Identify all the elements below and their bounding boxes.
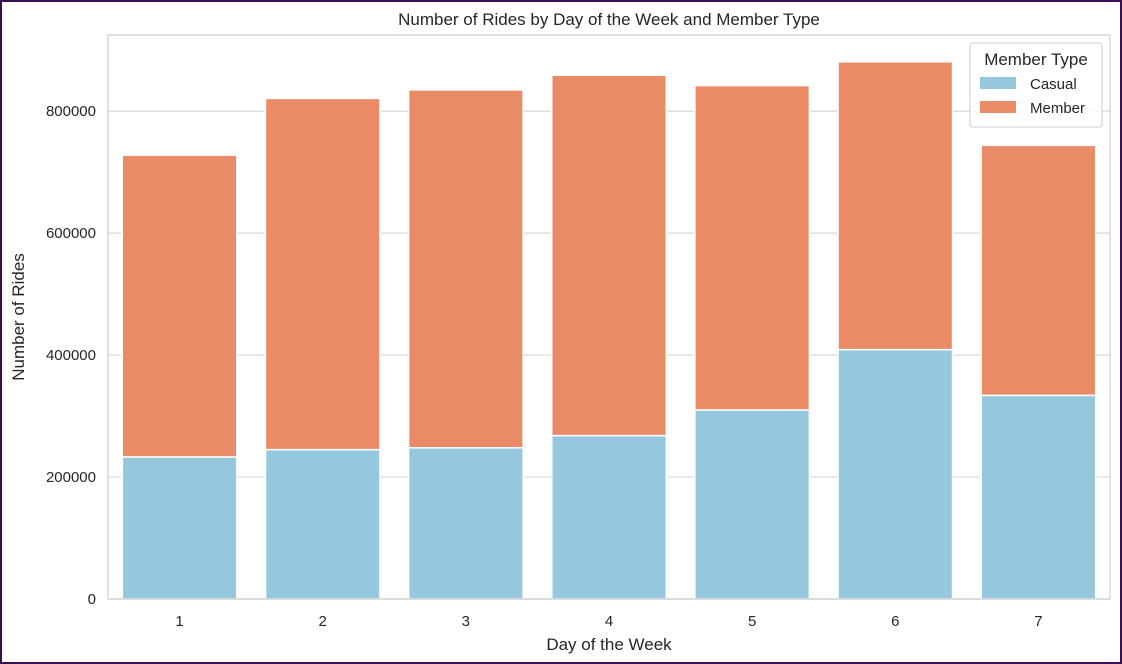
bars bbox=[121, 61, 1097, 600]
y-axis-label: Number of Rides bbox=[9, 253, 28, 381]
legend-label-member: Member bbox=[1030, 100, 1085, 117]
y-axis-ticks: 0 200000 400000 600000 800000 bbox=[46, 103, 96, 608]
x-tick-label: 1 bbox=[175, 613, 183, 630]
x-tick-label: 6 bbox=[891, 613, 899, 630]
x-tick-label: 4 bbox=[605, 613, 613, 630]
chart-title: Number of Rides by Day of the Week and M… bbox=[398, 10, 820, 29]
y-tick-label: 800000 bbox=[46, 103, 96, 120]
y-tick-label: 0 bbox=[88, 591, 96, 608]
bar-casual-day-6 bbox=[837, 348, 954, 600]
y-tick-label: 200000 bbox=[46, 469, 96, 486]
bar-member-day-2 bbox=[264, 97, 381, 451]
plot-area-border bbox=[107, 34, 1111, 600]
y-tick-label: 400000 bbox=[46, 347, 96, 364]
legend: Member Type Casual Member bbox=[969, 42, 1103, 128]
bar-casual-day-4 bbox=[550, 434, 668, 600]
legend-swatch-member bbox=[980, 101, 1016, 113]
bar-member-day-4 bbox=[550, 74, 668, 437]
legend-label-casual: Casual bbox=[1030, 76, 1077, 93]
bar-member-day-3 bbox=[407, 89, 524, 449]
bar-member-day-6 bbox=[837, 61, 954, 351]
x-tick-label: 7 bbox=[1034, 613, 1042, 630]
legend-title: Member Type bbox=[984, 50, 1088, 69]
bar-member-day-7 bbox=[980, 144, 1097, 397]
x-tick-label: 2 bbox=[319, 613, 327, 630]
x-tick-label: 3 bbox=[462, 613, 470, 630]
bar-casual-day-7 bbox=[980, 394, 1097, 600]
x-axis-label: Day of the Week bbox=[546, 635, 672, 654]
y-tick-label: 600000 bbox=[46, 225, 96, 242]
bar-member-day-5 bbox=[694, 84, 811, 411]
bar-casual-day-3 bbox=[407, 447, 524, 600]
x-tick-label: 5 bbox=[748, 613, 756, 630]
bar-casual-day-5 bbox=[694, 409, 811, 600]
bar-casual-day-1 bbox=[121, 456, 238, 600]
bar-member-day-1 bbox=[121, 154, 238, 458]
bar-casual-day-2 bbox=[264, 448, 381, 600]
x-axis-ticks: 1 2 3 4 5 6 7 bbox=[175, 613, 1042, 630]
legend-swatch-casual bbox=[980, 77, 1016, 89]
